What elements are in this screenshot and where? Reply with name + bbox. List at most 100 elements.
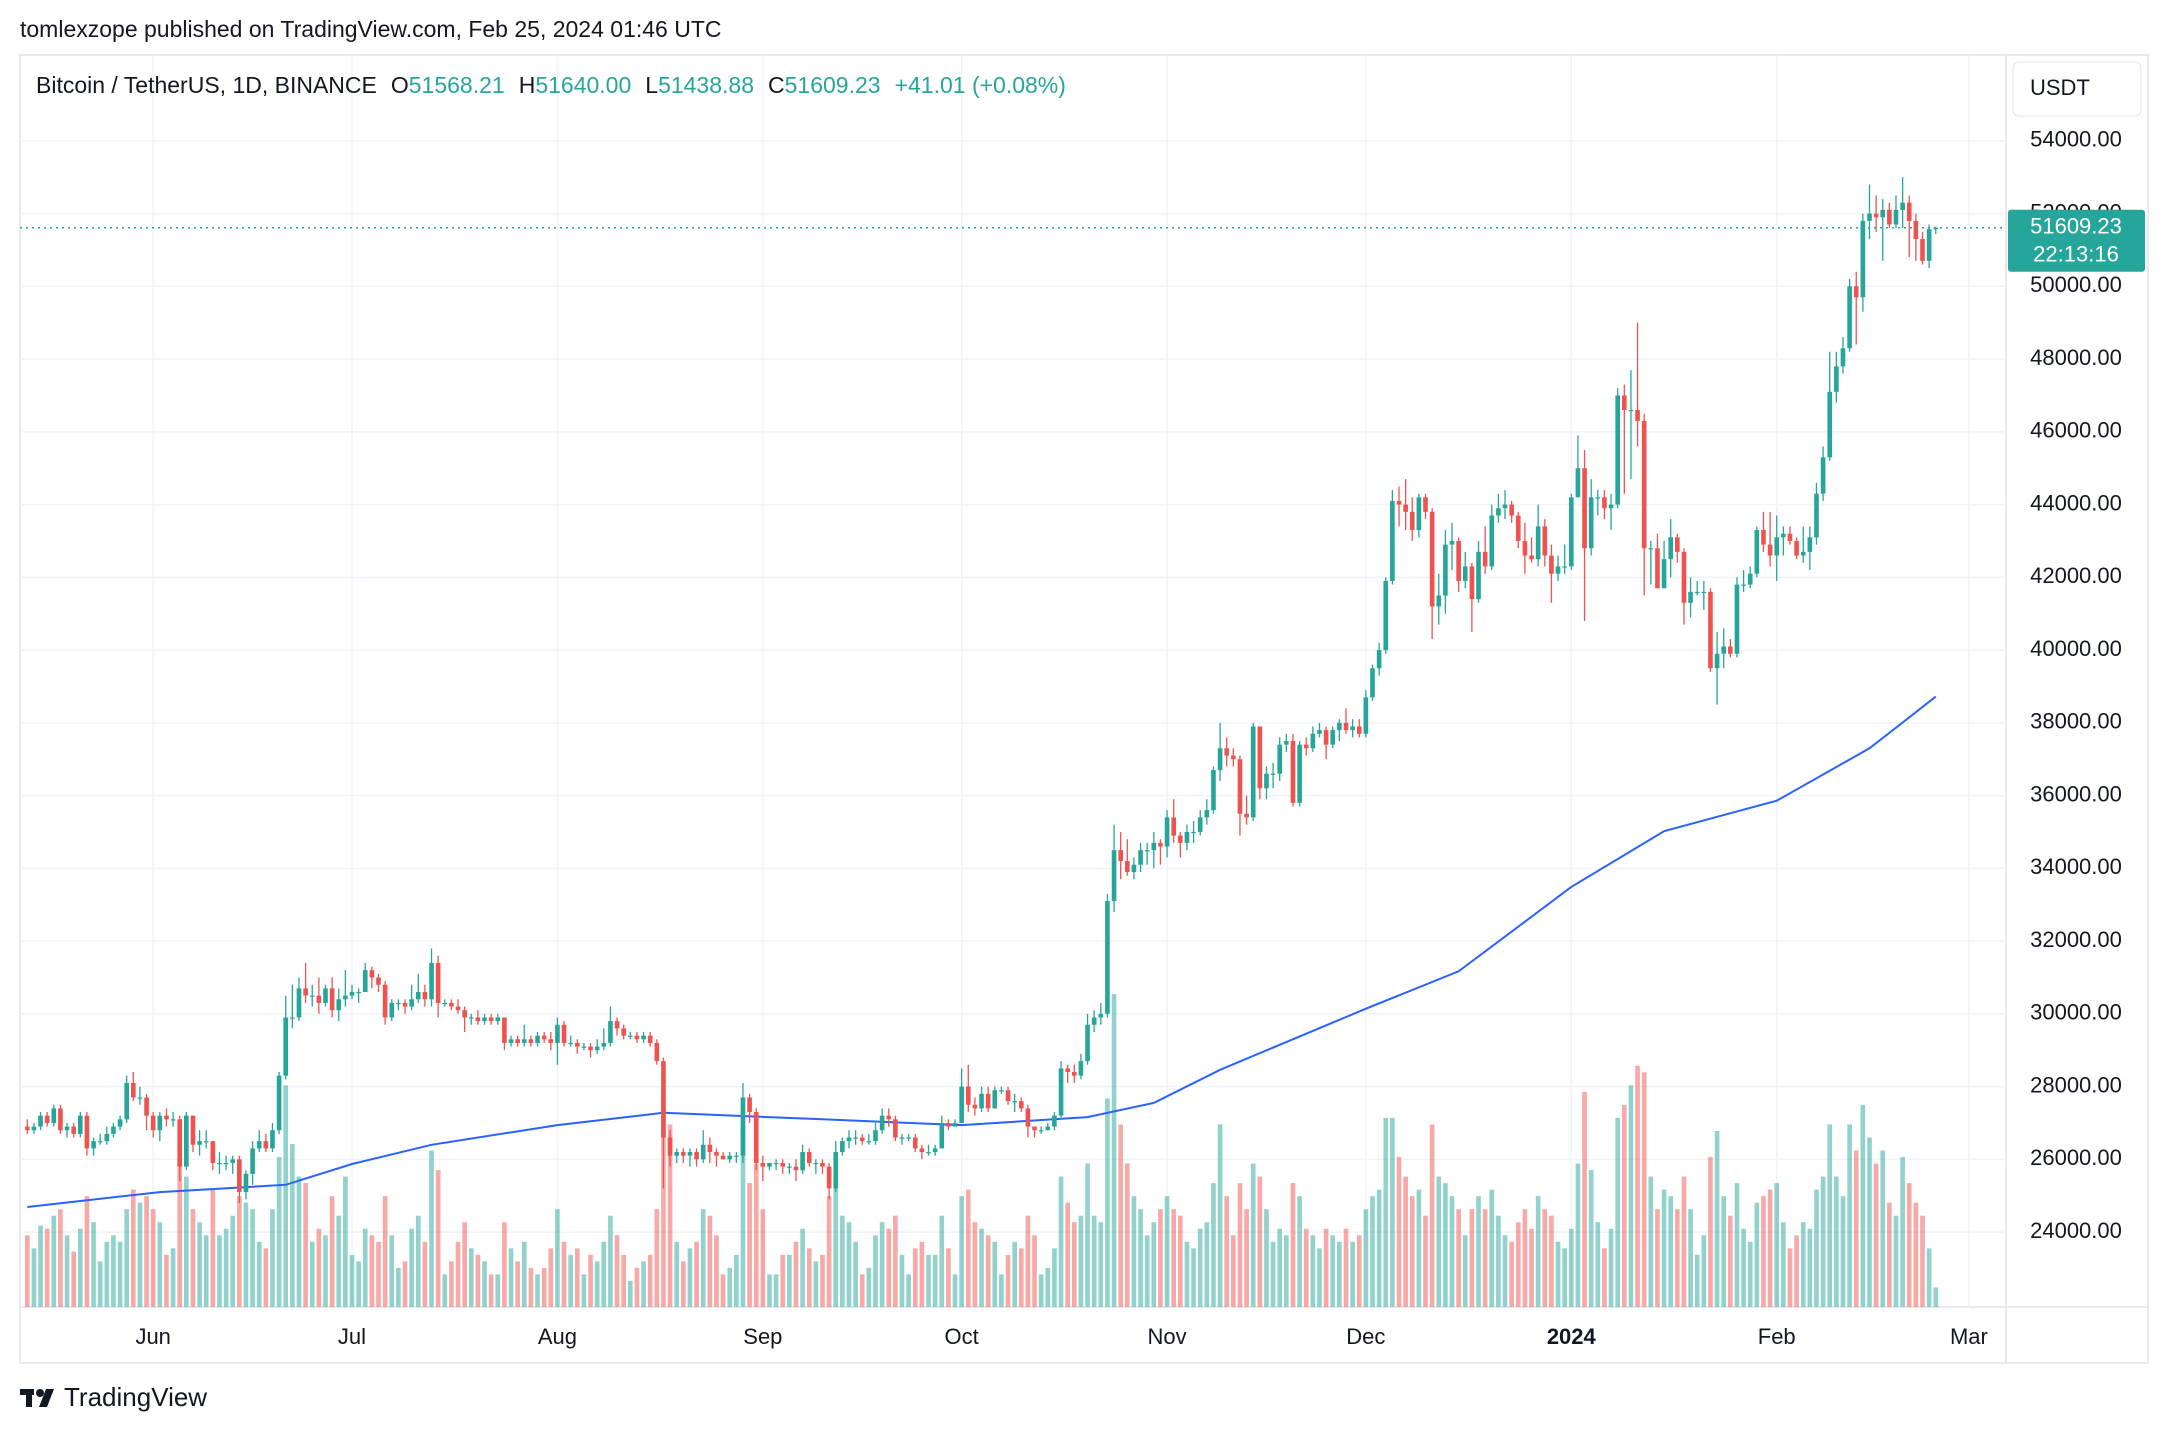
candle-body	[1144, 850, 1150, 852]
candle-body	[31, 1126, 37, 1131]
candle-body	[1370, 668, 1375, 698]
y-tick-label: 28000.00	[2030, 1072, 2122, 1097]
volume-bar	[1482, 1209, 1488, 1307]
price-change: +41.01 (+0.08%)	[894, 72, 1066, 98]
volume-bar	[150, 1209, 156, 1307]
volume-bar	[1820, 1176, 1826, 1307]
volume-bar	[1681, 1176, 1687, 1307]
volume-bar	[104, 1241, 110, 1307]
candle-body	[349, 991, 355, 996]
candle-body	[899, 1137, 905, 1139]
volume-bar	[117, 1241, 123, 1307]
x-tick-label: Nov	[1148, 1324, 1187, 1349]
volume-bar	[574, 1248, 580, 1307]
volume-bar	[164, 1254, 169, 1307]
candle-body	[1661, 559, 1667, 589]
candle-body	[250, 1148, 255, 1174]
volume-bar	[992, 1241, 998, 1307]
volume-bar	[455, 1241, 461, 1307]
candle-body	[1105, 901, 1110, 1014]
volume-bar	[866, 1267, 872, 1307]
volume-bar	[296, 1176, 302, 1307]
last-price-tag	[2008, 209, 2145, 272]
volume-bar	[707, 1215, 713, 1307]
volume-bar	[1568, 1228, 1574, 1307]
candle-body	[1178, 835, 1183, 843]
candle-body	[276, 1075, 282, 1131]
candle-body	[806, 1152, 812, 1163]
candle-body	[1290, 741, 1296, 803]
volume-bar	[1714, 1130, 1720, 1307]
candle-body	[906, 1137, 911, 1139]
volume-bar	[91, 1222, 96, 1307]
candle-body	[1568, 497, 1574, 567]
candle-body	[1469, 566, 1475, 600]
candle-body	[356, 991, 361, 994]
volume-bar	[230, 1215, 236, 1307]
candle-body	[263, 1141, 269, 1149]
candle-body	[230, 1159, 236, 1163]
volume-bar	[681, 1261, 686, 1307]
volume-bar	[415, 1215, 421, 1307]
candle-body	[700, 1144, 706, 1160]
volume-bar	[144, 1196, 149, 1307]
candle-body	[1496, 508, 1501, 516]
volume-bar	[647, 1254, 653, 1307]
candle-body	[780, 1162, 786, 1167]
volume-bar	[495, 1274, 501, 1307]
candle-body	[1078, 1061, 1084, 1076]
candle-body	[1396, 500, 1402, 505]
candle-body	[541, 1035, 547, 1040]
volume-bar	[1317, 1248, 1322, 1307]
candle-body	[1151, 842, 1157, 851]
volume-bar	[1264, 1209, 1269, 1307]
candle-body	[1383, 580, 1389, 651]
candle-body	[462, 1010, 467, 1018]
candle-body	[1794, 540, 1799, 556]
candle-body	[879, 1115, 885, 1131]
candle-body	[1747, 573, 1753, 585]
candle-body	[1356, 726, 1362, 734]
candle-body	[1767, 544, 1773, 556]
volume-bar	[528, 1267, 534, 1307]
candle-body	[515, 1039, 520, 1043]
volume-bar	[1423, 1215, 1428, 1307]
candle-body	[1303, 744, 1309, 749]
candle-body	[1052, 1115, 1057, 1127]
currency-label: USDT	[2030, 75, 2090, 100]
candle-body	[1065, 1068, 1070, 1073]
candle-body	[1827, 391, 1833, 458]
candle-body	[270, 1130, 275, 1149]
ohlc-key: O	[390, 72, 409, 98]
volume-bar	[1648, 1176, 1654, 1307]
volume-bar	[700, 1209, 706, 1307]
candle-body	[687, 1152, 693, 1156]
candle-layer	[24, 177, 1939, 1203]
ohlc-key: H	[518, 72, 536, 98]
ohlc-value: 51640.00	[535, 72, 632, 98]
volume-bar	[1045, 1267, 1051, 1307]
candle-body	[627, 1035, 633, 1037]
candle-body	[561, 1024, 567, 1043]
candle-body	[1058, 1068, 1064, 1116]
candle-body	[1250, 726, 1256, 818]
volume-bar	[1224, 1196, 1230, 1307]
candle-body	[1423, 497, 1428, 512]
volume-bar	[767, 1274, 772, 1307]
volume-bar	[1860, 1104, 1866, 1307]
volume-bar	[667, 1124, 673, 1307]
candle-body	[846, 1137, 852, 1142]
candle-body	[1111, 850, 1117, 902]
volume-bar	[694, 1241, 699, 1307]
currency-box[interactable]	[2012, 61, 2142, 117]
logo-part	[26, 1389, 32, 1407]
volume-bar	[290, 1144, 295, 1307]
y-tick-label: 26000.00	[2030, 1145, 2122, 1170]
candle-body	[442, 1002, 448, 1005]
candle-body	[521, 1039, 527, 1043]
candle-body	[1555, 566, 1561, 574]
volume-bar	[1456, 1209, 1461, 1307]
volume-bar	[813, 1261, 819, 1307]
